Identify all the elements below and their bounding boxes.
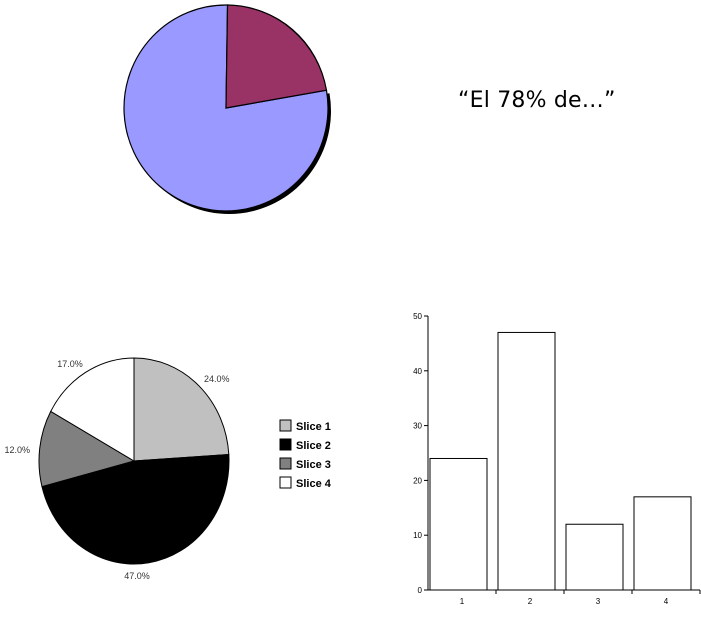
bar-1 [429, 457, 488, 591]
legend-label-1: Slice 1 [296, 421, 331, 433]
y-tick-label: 10 [413, 531, 422, 540]
x-tick-label: 1 [460, 597, 465, 606]
legend-swatch-2 [279, 438, 292, 451]
pie-slice-3 [38, 410, 136, 488]
x-tick-label: 4 [664, 597, 669, 606]
y-tick-label: 30 [413, 422, 422, 431]
pie-value-label-1: 24.0% [204, 374, 230, 384]
x-tick-label: 3 [596, 597, 601, 606]
pie-value-label-3: 12.0% [4, 445, 30, 455]
bar-chart: 0 10 20 30 40 50 1 2 3 4 [413, 312, 701, 606]
bottom-pie-chart: 24.0% 47.0% 12.0% 17.0% [4, 357, 230, 581]
pie-slice-small [225, 4, 328, 109]
bar-4 [633, 496, 692, 591]
y-tick-label: 40 [413, 367, 422, 376]
pie-slice-large [123, 4, 329, 212]
legend-swatch-1 [279, 419, 292, 432]
legend-label-4: Slice 4 [296, 478, 332, 490]
bar-3 [565, 523, 624, 591]
legend-label-2: Slice 2 [296, 440, 331, 452]
legend-label-3: Slice 3 [296, 459, 331, 471]
pie-slice-2 [41, 453, 230, 565]
y-tick-label: 20 [413, 476, 422, 485]
pie-value-label-2: 47.0% [124, 571, 150, 581]
pie-legend: Slice 1 Slice 2 Slice 3 Slice 4 [279, 419, 332, 490]
legend-swatch-3 [279, 457, 292, 470]
top-pie-chart [123, 4, 332, 214]
y-tick-label: 50 [413, 312, 422, 321]
y-tick-label: 0 [418, 586, 423, 595]
quote-text: “El 78% de…” [458, 88, 616, 113]
pie-slice-4 [50, 357, 135, 462]
bar-2 [497, 331, 556, 591]
pie-value-label-4: 17.0% [57, 359, 83, 369]
x-tick-label: 2 [528, 597, 533, 606]
legend-swatch-4 [279, 476, 292, 489]
pie-slice-1 [133, 357, 230, 462]
